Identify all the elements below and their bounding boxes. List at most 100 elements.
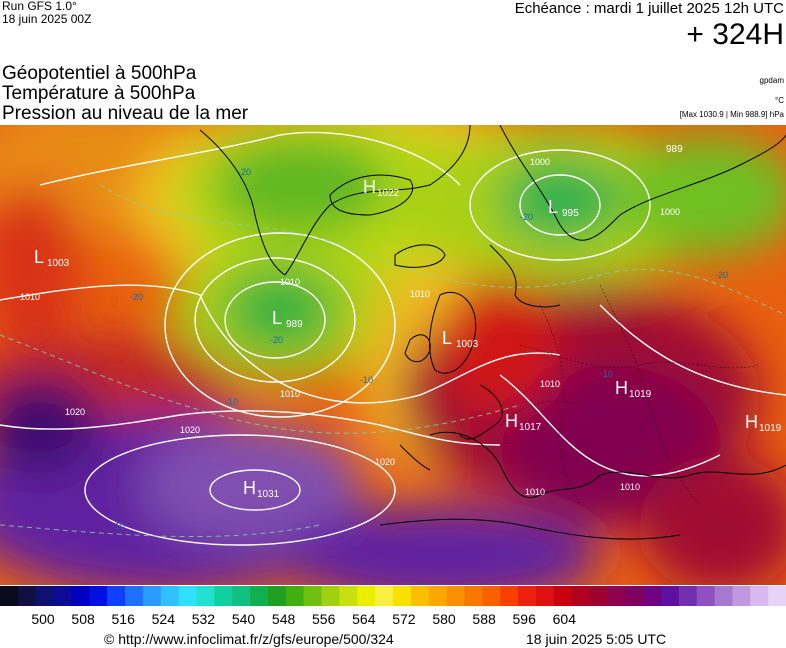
- colorbar-swatch: [196, 586, 215, 606]
- colorbar-swatch: [89, 586, 108, 606]
- lead-time-label: + 324H: [686, 18, 784, 51]
- temperature-label: -20: [715, 270, 728, 280]
- colorbar-swatch: [53, 586, 73, 606]
- isobar-label: 1020: [375, 457, 395, 467]
- low-center-letter: L: [34, 247, 44, 267]
- temperature-label: -20: [130, 292, 143, 302]
- colorbar-swatch: [625, 586, 644, 606]
- temperature-label: -10: [360, 375, 373, 385]
- colorbar-swatch: [518, 586, 537, 606]
- colorbar-swatch: [303, 586, 323, 606]
- colorbar-swatch: [160, 586, 180, 606]
- isobar-label: 1000: [660, 207, 680, 217]
- run-date-label: 18 juin 2025 00Z: [2, 12, 92, 26]
- colorbar-swatch: [607, 586, 626, 606]
- colorbar-swatch: [643, 586, 662, 606]
- colorbar-swatch: [589, 586, 608, 606]
- colorbar-swatch: [750, 586, 769, 606]
- isobar-label: 1010: [410, 289, 430, 299]
- borders: [499, 284, 761, 506]
- colorbar-swatch: [553, 586, 573, 606]
- pressure-centers: L 1003 H 1022 L 995 L 989 L 1003 H 1019 …: [34, 144, 782, 500]
- echeance-label: Echéance : mardi 1 juillet 2025 12h UTC: [514, 0, 784, 17]
- temperature-label: -10: [112, 521, 125, 531]
- colorbar-swatch: [285, 586, 305, 606]
- coastlines: [199, 125, 786, 540]
- isobar-label: 1010: [20, 292, 40, 302]
- colorbar-swatch: [35, 586, 55, 606]
- isobar-label: 1020: [65, 407, 85, 417]
- colorbar-swatch: [357, 586, 376, 606]
- high-center-value: 1019: [759, 423, 782, 434]
- title-geopotential: Géopotentiel à 500hPa: [2, 63, 197, 84]
- high-center-letter: H: [615, 378, 628, 398]
- isobar-label: 1020: [180, 425, 200, 435]
- colorbar-swatch: [732, 586, 751, 606]
- high-center-letter: H: [505, 411, 518, 431]
- unit-geopotential: gpdam: [759, 76, 784, 85]
- colorbar-swatch: [267, 586, 287, 606]
- weather-map: 1010 1010 1010 1020 1020 1020 1010 1000 …: [0, 125, 786, 585]
- isobar-label: 1010: [280, 389, 300, 399]
- colorbar-swatch: [339, 586, 358, 606]
- unit-pressure-range: [Max 1030.9 | Min 988.9] hPa: [679, 110, 784, 119]
- temperature-label: -10: [225, 397, 238, 407]
- temperature-value-labels: -20 -20 -20 -20 -10 -10 -10 -10 -20: [112, 167, 728, 531]
- low-center-letter: L: [442, 328, 452, 348]
- high-center-value: 1019: [629, 389, 652, 400]
- colorbar-swatch: [107, 586, 126, 606]
- colorbar-swatch: [696, 586, 716, 606]
- generation-date: 18 juin 2025 5:05 UTC: [526, 631, 667, 647]
- colorbar-swatch: [178, 586, 198, 606]
- colorbar-tick-label: 556: [312, 611, 336, 627]
- high-center-value: 1031: [257, 489, 280, 500]
- colorbar-swatch: [714, 586, 734, 606]
- title-pressure: Pression au niveau de la mer: [2, 103, 249, 124]
- colorbar-swatch: [142, 586, 162, 606]
- colorbar-tick-label: 596: [512, 611, 536, 627]
- colorbar-swatch: [678, 586, 698, 606]
- colorbar-swatch: [464, 586, 483, 606]
- isobar-label: 1010: [540, 379, 560, 389]
- colorbar-swatch: [393, 586, 412, 606]
- high-center-letter: H: [363, 177, 376, 197]
- isobar-label: 1010: [525, 487, 545, 497]
- source-url-link[interactable]: © http://www.infoclimat.fr/z/gfs/europe/…: [104, 631, 394, 647]
- colorbar-tick-label: 532: [191, 611, 216, 627]
- colorbar-swatch: [446, 586, 466, 606]
- colorbar-swatch: [482, 586, 501, 606]
- colorbar-tick-label: 540: [231, 611, 256, 627]
- title-temperature: Température à 500hPa: [2, 83, 196, 104]
- colorbar-tick-label: 524: [151, 611, 175, 627]
- high-center-letter: H: [243, 478, 256, 498]
- low-center-value: 989: [286, 319, 303, 330]
- colorbar-swatch: [375, 586, 394, 606]
- isobar-label: 1010: [280, 277, 300, 287]
- colorbar: [0, 586, 786, 606]
- isobar-label: 1010: [620, 482, 640, 492]
- colorbar-swatch: [500, 586, 519, 606]
- colorbar-tick-label: 508: [71, 611, 95, 627]
- low-center-letter: L: [548, 197, 558, 217]
- colorbar-swatch: [214, 586, 233, 606]
- isobars: [0, 131, 786, 546]
- low-center-value: 989: [666, 144, 683, 155]
- colorbar-swatch: [250, 586, 269, 606]
- run-info: Run GFS 1.0° 18 juin 2025 00Z: [2, 0, 91, 26]
- high-center-letter: H: [745, 412, 758, 432]
- colorbar-tick-label: 572: [392, 611, 416, 627]
- colorbar-swatch: [321, 586, 341, 606]
- colorbar-tick-label: 516: [111, 611, 135, 627]
- run-model-label: Run GFS 1.0°: [2, 0, 77, 13]
- isobar-label: 1000: [530, 157, 550, 167]
- colorbar-tick-label: 548: [271, 611, 296, 627]
- colorbar-tick-label: 588: [472, 611, 496, 627]
- high-center-value: 1017: [519, 422, 542, 433]
- colorbar-swatch: [768, 586, 786, 606]
- low-center-value: 1003: [47, 258, 70, 269]
- colorbar-swatch: [17, 586, 37, 606]
- temperature-label: -20: [520, 212, 533, 222]
- colorbar-tick-label: 604: [552, 611, 576, 627]
- temperature-isolines: [0, 184, 786, 538]
- colorbar-tick-label: 564: [352, 611, 376, 627]
